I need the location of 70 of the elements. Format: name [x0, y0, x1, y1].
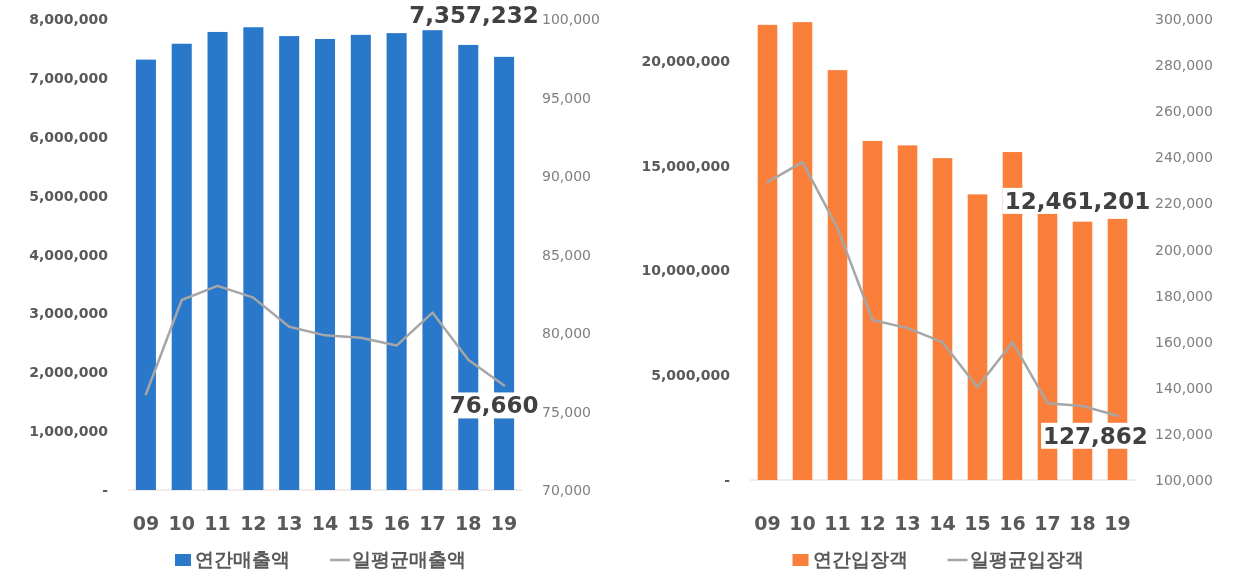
y2-tick-label: 85,000	[542, 246, 591, 263]
y-tick-label: 6,000,000	[29, 128, 109, 145]
bar	[967, 194, 988, 480]
annotation: 76,660	[449, 392, 539, 419]
x-tick-label: 09	[754, 512, 781, 534]
legend-label: 연간입장객	[812, 548, 908, 570]
x-tick-label: 16	[383, 512, 410, 534]
y2-tick-label: 280,000	[1155, 57, 1213, 74]
bar	[862, 140, 883, 480]
y2-tick-label: 140,000	[1155, 379, 1213, 396]
bar	[827, 70, 848, 480]
y2-tick-label: 160,000	[1155, 333, 1213, 350]
y2-tick-label: 75,000	[542, 403, 591, 420]
bar	[792, 22, 813, 480]
bar	[897, 145, 918, 480]
y-tick-label: 15,000,000	[641, 157, 731, 174]
bar	[932, 158, 953, 480]
x-tick-label: 17	[419, 512, 446, 534]
y-tick-label: 3,000,000	[29, 305, 109, 322]
y2-tick-label: 70,000	[542, 482, 591, 498]
annotation: 127,862	[1043, 422, 1148, 449]
x-tick-label: 14	[311, 512, 339, 534]
x-tick-label: 12	[859, 512, 886, 534]
y2-tick-label: 180,000	[1155, 287, 1213, 304]
x-tick-label: 18	[1069, 512, 1096, 534]
y2-tick-label: 220,000	[1155, 195, 1213, 212]
x-tick-label: 13	[894, 512, 921, 534]
y-tick-label: 8,000,000	[29, 11, 109, 27]
x-tick-label: 16	[999, 512, 1026, 534]
y-tick-label: 5,000,000	[651, 367, 731, 384]
y2-tick-label: 90,000	[542, 168, 591, 184]
x-tick-label: 19	[490, 512, 518, 534]
x-tick-label: 18	[455, 512, 482, 534]
legend-label: 일평균입장객	[969, 548, 1084, 570]
x-tick-label: 10	[789, 512, 816, 534]
x-tick-label: 19	[1104, 512, 1131, 534]
x-tick-label: 10	[168, 512, 195, 534]
line-series	[144, 284, 506, 396]
legend-label: 일평균매출액	[352, 548, 466, 570]
x-tick-label: 13	[275, 512, 303, 534]
y2-tick-label: 300,000	[1155, 11, 1213, 27]
y-tick-label: 1,000,000	[29, 423, 109, 440]
y2-tick-label: 260,000	[1155, 103, 1213, 120]
x-tick-label: 12	[240, 512, 267, 534]
x-tick-label: 14	[929, 512, 956, 534]
y-tick-label: 10,000,000	[641, 262, 731, 279]
annotation: 7,357,232	[409, 1, 539, 28]
x-tick-label: 11	[204, 512, 231, 534]
annotation: 12,461,201	[1004, 187, 1151, 214]
y-tick-label: 5,000,000	[29, 187, 109, 204]
legend-label: 연간매출액	[195, 548, 290, 570]
y2-tick-label: 100,000	[542, 11, 600, 27]
x-tick-label: 17	[1034, 512, 1061, 534]
x-tick-label: 11	[824, 512, 851, 534]
x-tick-label: 09	[132, 512, 160, 534]
y-tick-label: 7,000,000	[29, 69, 109, 86]
y2-tick-label: 120,000	[1155, 425, 1213, 442]
y2-tick-label: 80,000	[542, 325, 591, 341]
y2-tick-label: 200,000	[1155, 241, 1213, 258]
x-tick-label: 15	[347, 512, 375, 534]
y2-tick-label: 240,000	[1155, 149, 1213, 166]
y2-tick-label: 95,000	[542, 89, 591, 106]
y-tick-label: -	[724, 472, 731, 488]
y2-tick-label: 100,000	[1155, 472, 1213, 488]
y-tick-label: 2,000,000	[29, 364, 109, 381]
bar	[757, 24, 778, 480]
y-tick-label: -	[102, 482, 109, 498]
x-tick-label: 15	[964, 512, 991, 534]
y-tick-label: 20,000,000	[641, 52, 731, 69]
y-tick-label: 4,000,000	[29, 246, 109, 263]
